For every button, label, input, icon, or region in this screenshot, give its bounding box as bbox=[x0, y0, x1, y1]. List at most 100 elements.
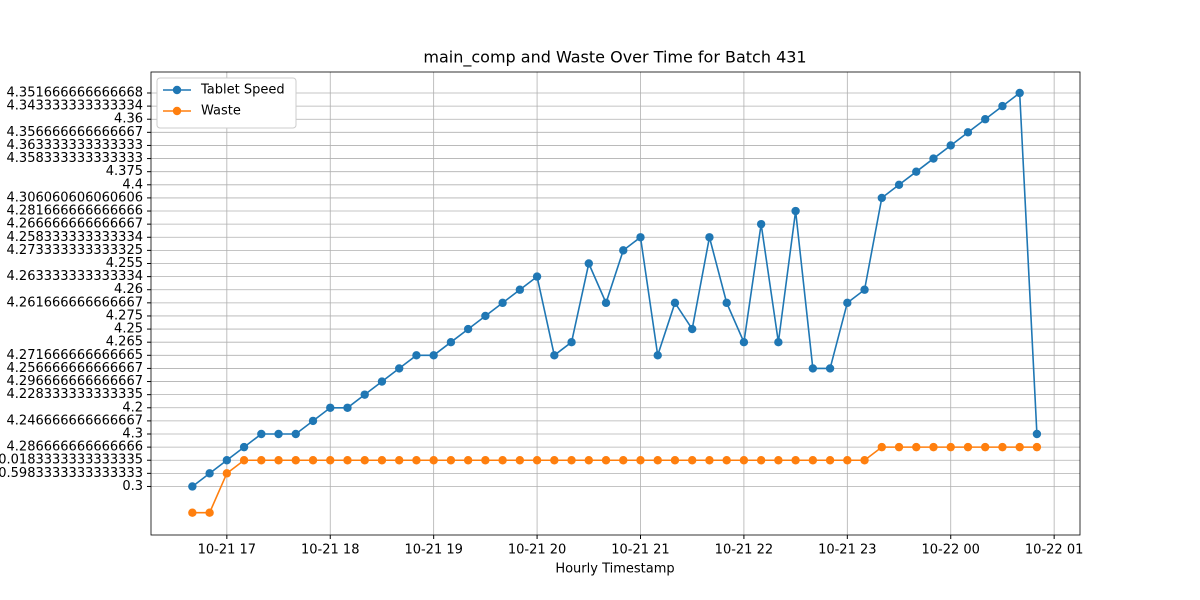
point bbox=[929, 442, 938, 452]
point bbox=[894, 442, 904, 452]
y-tick-label: 4.356666666666667 bbox=[7, 125, 143, 140]
point bbox=[998, 101, 1007, 111]
y-tick-label: 4.358333333333333 bbox=[7, 151, 143, 166]
x-tick-label: 10-21 21 bbox=[611, 543, 669, 558]
point bbox=[567, 337, 576, 347]
point bbox=[446, 456, 456, 465]
y-tick-label: 0.0183333333333335 bbox=[0, 453, 143, 468]
y-tick-label: 4.273333333333325 bbox=[7, 243, 143, 258]
point bbox=[1015, 88, 1024, 98]
point bbox=[636, 456, 645, 465]
x-tick-label: 10-22 01 bbox=[1025, 543, 1083, 558]
point bbox=[394, 456, 404, 465]
point bbox=[584, 456, 593, 465]
point bbox=[636, 233, 645, 242]
point bbox=[326, 456, 335, 465]
series-line bbox=[192, 446, 1037, 514]
point bbox=[360, 390, 369, 399]
point bbox=[860, 456, 869, 465]
point bbox=[257, 429, 266, 439]
point bbox=[877, 193, 886, 203]
y-tick-label: 4.271666666666665 bbox=[7, 348, 143, 363]
point bbox=[222, 456, 232, 465]
y-tick-label: 4.256666666666667 bbox=[7, 361, 143, 376]
point bbox=[808, 364, 818, 373]
y-tick-label: 4.375 bbox=[106, 164, 143, 179]
point bbox=[463, 324, 473, 334]
x-tick-label: 10-22 00 bbox=[922, 543, 980, 558]
point bbox=[239, 456, 249, 465]
point bbox=[515, 285, 525, 294]
point bbox=[946, 442, 955, 452]
x-tick-label: 10-21 23 bbox=[818, 543, 876, 558]
point bbox=[791, 206, 800, 216]
point bbox=[843, 456, 852, 465]
y-tick-label: 4.3 bbox=[122, 427, 143, 442]
plot-frame bbox=[150, 71, 1081, 536]
point bbox=[343, 403, 352, 412]
point bbox=[619, 246, 628, 255]
point bbox=[550, 351, 559, 360]
legend-box bbox=[156, 77, 297, 129]
point bbox=[705, 456, 714, 465]
point bbox=[498, 456, 507, 465]
point bbox=[584, 259, 593, 268]
y-tick-label: 4.286666666666666 bbox=[7, 440, 143, 455]
point bbox=[532, 272, 542, 281]
y-tick-label: 4.36 bbox=[114, 112, 143, 127]
point bbox=[308, 456, 318, 465]
y-tick-label: 4.265 bbox=[106, 335, 143, 350]
point bbox=[498, 298, 507, 308]
point bbox=[963, 442, 973, 452]
point bbox=[774, 456, 783, 465]
point bbox=[687, 324, 697, 334]
y-tick-label: 4.228333333333335 bbox=[7, 387, 143, 402]
point bbox=[877, 442, 886, 452]
y-tick-label: 4.266666666666667 bbox=[7, 217, 143, 232]
point bbox=[774, 337, 783, 347]
point bbox=[274, 456, 283, 465]
point bbox=[412, 351, 421, 360]
point bbox=[981, 115, 990, 124]
point bbox=[222, 469, 232, 478]
point bbox=[274, 429, 283, 439]
point bbox=[532, 456, 542, 465]
legend-marker bbox=[172, 85, 182, 95]
point bbox=[722, 456, 731, 465]
legend: Tablet Speed Waste bbox=[156, 77, 297, 129]
point bbox=[377, 377, 387, 386]
point bbox=[429, 351, 438, 360]
legend-label: Tablet Speed bbox=[200, 83, 285, 98]
chart-title: main_comp and Waste Over Time for Batch … bbox=[423, 48, 806, 68]
point bbox=[670, 298, 680, 308]
point bbox=[1015, 442, 1024, 452]
y-tick-label: 4.261666666666667 bbox=[7, 295, 143, 310]
point bbox=[843, 298, 852, 308]
point bbox=[239, 442, 249, 452]
legend-marker bbox=[172, 106, 182, 116]
point bbox=[377, 456, 387, 465]
point bbox=[205, 508, 214, 517]
point bbox=[394, 364, 404, 373]
point bbox=[894, 180, 904, 189]
point bbox=[981, 442, 990, 452]
point bbox=[291, 429, 300, 439]
point bbox=[291, 456, 300, 465]
point bbox=[739, 456, 749, 465]
point bbox=[670, 456, 680, 465]
point bbox=[825, 456, 835, 465]
x-tick-label: 10-21 17 bbox=[198, 543, 256, 558]
point bbox=[739, 337, 749, 347]
x-axis-label: Hourly Timestamp bbox=[555, 562, 674, 577]
y-tick-label: 4.275 bbox=[106, 308, 143, 323]
point bbox=[946, 141, 955, 150]
point bbox=[912, 442, 921, 452]
y-tick-label: 4.2 bbox=[122, 400, 143, 415]
point bbox=[601, 456, 611, 465]
point bbox=[687, 456, 697, 465]
point bbox=[188, 482, 197, 491]
point bbox=[257, 456, 266, 465]
point bbox=[360, 456, 369, 465]
point bbox=[619, 456, 628, 465]
